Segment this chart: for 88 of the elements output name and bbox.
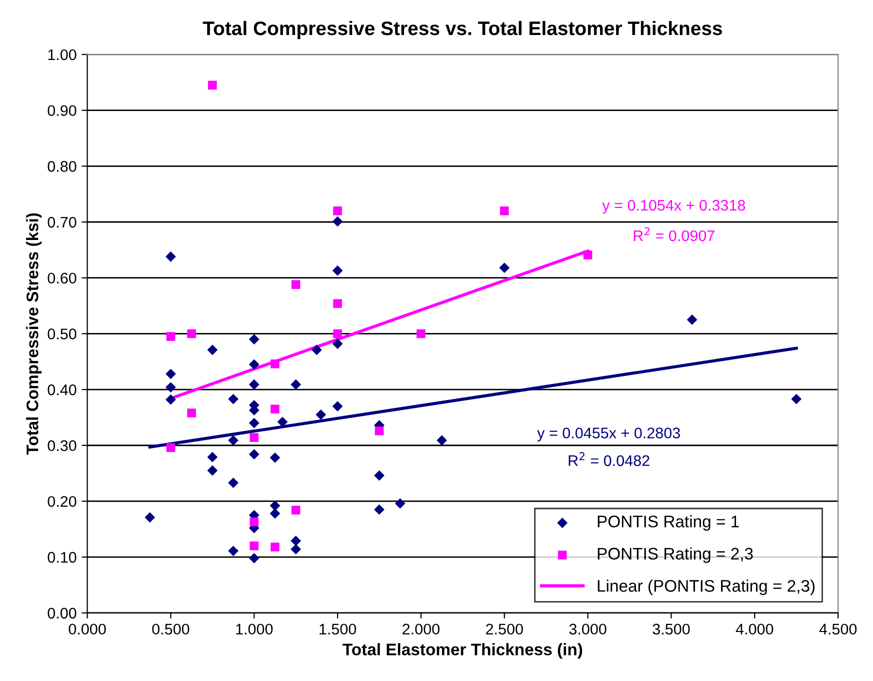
legend-label: PONTIS Rating = 2,3 <box>598 547 753 563</box>
legend-label: Linear (PONTIS Rating = 2,3) <box>598 580 815 596</box>
x-tick-label: 0.500 <box>152 624 190 635</box>
point <box>270 404 280 414</box>
point <box>333 299 342 308</box>
legend-label: PONTIS Rating = 1 <box>598 515 739 531</box>
x-tick-label: 1.000 <box>236 624 273 635</box>
y-tick-label: 0.60 <box>48 272 76 284</box>
point <box>248 359 260 370</box>
point <box>332 338 343 349</box>
point <box>499 262 510 273</box>
point <box>228 478 238 488</box>
point <box>332 265 343 276</box>
point <box>248 552 260 564</box>
point <box>208 80 217 90</box>
y-tick-label: 0.20 <box>48 496 76 507</box>
y-tick-label: 0.50 <box>48 328 76 340</box>
point <box>791 394 802 404</box>
point <box>187 408 196 418</box>
point <box>583 250 592 260</box>
point <box>270 508 280 519</box>
point <box>207 452 218 462</box>
point <box>248 334 260 344</box>
annotation: R$^{2}$ = 0.0907 <box>634 227 714 242</box>
point <box>394 498 406 509</box>
point <box>166 368 176 380</box>
point <box>228 435 238 446</box>
point <box>166 394 176 405</box>
y-tick-label: 0.70 <box>48 216 76 228</box>
point <box>166 332 176 341</box>
point <box>312 344 322 356</box>
point <box>228 546 238 556</box>
point <box>166 251 176 262</box>
x-tick-label: 1.500 <box>320 624 356 635</box>
point <box>250 541 259 550</box>
y-axis-title: Total Compressive Stress (ksi) <box>26 213 42 455</box>
point <box>416 329 426 338</box>
point <box>374 426 384 436</box>
point <box>250 517 259 526</box>
point <box>291 280 300 289</box>
point <box>228 394 238 404</box>
y-tick-label: 0.10 <box>48 552 76 563</box>
y-tick-label: 0.40 <box>48 384 76 396</box>
point <box>500 206 509 216</box>
x-axis-title: Total Elastomer Thickness (in) <box>342 643 582 659</box>
point <box>187 329 196 338</box>
point <box>166 382 176 392</box>
point <box>166 443 176 452</box>
x-tick-label: 2.000 <box>402 624 440 635</box>
point <box>270 542 280 552</box>
annotation: y = 0.0455x + 0.2803 <box>537 428 680 442</box>
point <box>248 449 260 460</box>
point <box>374 504 384 515</box>
point <box>270 359 280 368</box>
point <box>290 544 302 554</box>
point <box>270 500 280 511</box>
point <box>436 435 448 446</box>
point <box>144 512 156 523</box>
y-tick-label: 1.00 <box>48 49 76 60</box>
y-tick-label: 0.30 <box>48 440 76 452</box>
x-tick-label: 2.500 <box>486 624 523 635</box>
chart-title: Total Compressive Stress vs. Total Elastomer Thickness <box>202 20 722 40</box>
x-tick-label: 4.000 <box>736 624 774 635</box>
point <box>333 206 342 216</box>
point <box>207 344 218 356</box>
point <box>332 216 343 227</box>
point <box>248 418 260 428</box>
point <box>248 379 260 390</box>
y-tick-label: 0.00 <box>48 608 76 619</box>
point <box>291 506 300 515</box>
x-tick-label: 4.500 <box>819 624 857 635</box>
y-tick-label: 0.80 <box>48 161 76 172</box>
x-tick-label: 0.000 <box>68 624 106 635</box>
point <box>316 409 326 420</box>
point <box>270 452 280 463</box>
point <box>332 401 343 412</box>
annotation: y = 0.1054x + 0.3318 <box>602 200 746 214</box>
point <box>207 465 218 476</box>
y-tick-label: 0.90 <box>48 105 76 116</box>
point <box>333 329 342 338</box>
point <box>686 314 698 325</box>
x-tick-label: 3.000 <box>569 624 606 635</box>
x-tick-label: 3.500 <box>652 624 690 635</box>
point <box>290 379 302 390</box>
point <box>290 536 302 546</box>
point <box>250 433 259 442</box>
point <box>374 470 384 481</box>
annotation: R$^{2}$ = 0.0482 <box>568 452 650 466</box>
